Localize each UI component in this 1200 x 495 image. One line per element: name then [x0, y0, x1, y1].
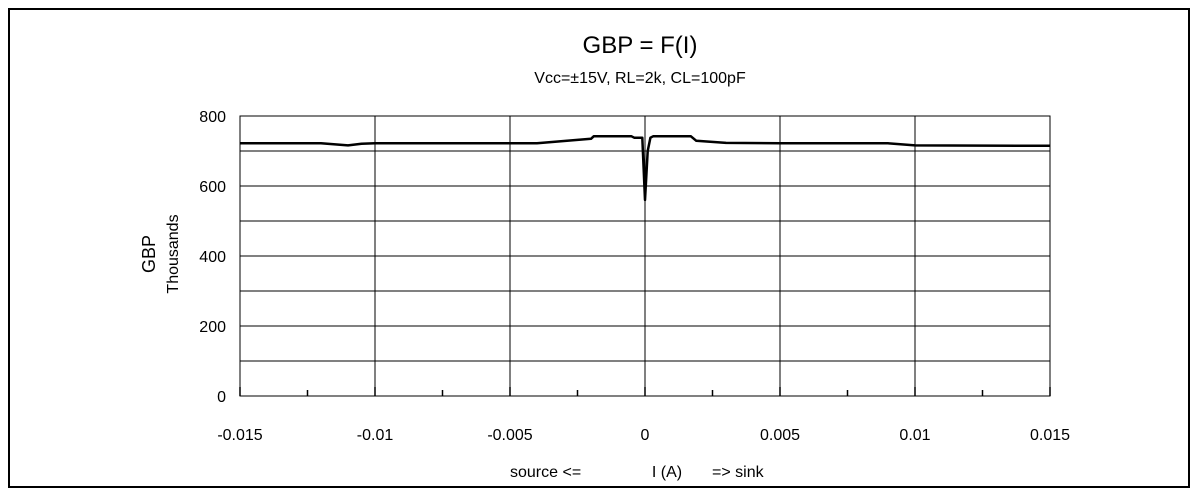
- chart-title: GBP = F(I): [583, 32, 698, 59]
- x-axis-label-left: source <=: [510, 464, 581, 481]
- chart-frame: [8, 8, 1190, 488]
- y-axis-label: GBP: [139, 235, 159, 273]
- y-tick-label: 400: [199, 249, 226, 266]
- series-line: [240, 135, 1051, 202]
- x-axis-label-center: I (A): [652, 464, 682, 481]
- y-tick-label: 0: [217, 389, 226, 406]
- x-tick-label: 0.01: [899, 427, 930, 444]
- axis-ticks: [239, 387, 1051, 396]
- y-axis-unit-label: Thousands: [165, 214, 182, 293]
- grid: [240, 116, 1050, 396]
- x-axis-label-right: => sink: [712, 464, 765, 481]
- x-tick-label: 0.005: [760, 427, 800, 444]
- x-tick-label: 0: [641, 427, 650, 444]
- y-tick-label: 800: [199, 109, 226, 126]
- x-tick-label: -0.015: [217, 427, 262, 444]
- axis-labels: -0.015 -0.01 -0.005 0 0.005 0.01 0.015 0 200 400 6…: [199, 109, 1070, 444]
- y-tick-label: 200: [199, 319, 226, 336]
- y-tick-label: 600: [199, 179, 226, 196]
- x-tick-label: 0.015: [1030, 427, 1070, 444]
- x-tick-label: -0.005: [487, 427, 532, 444]
- x-tick-label: -0.01: [357, 427, 394, 444]
- chart-subtitle: Vcc=±15V, RL=2k, CL=100pF: [534, 70, 746, 87]
